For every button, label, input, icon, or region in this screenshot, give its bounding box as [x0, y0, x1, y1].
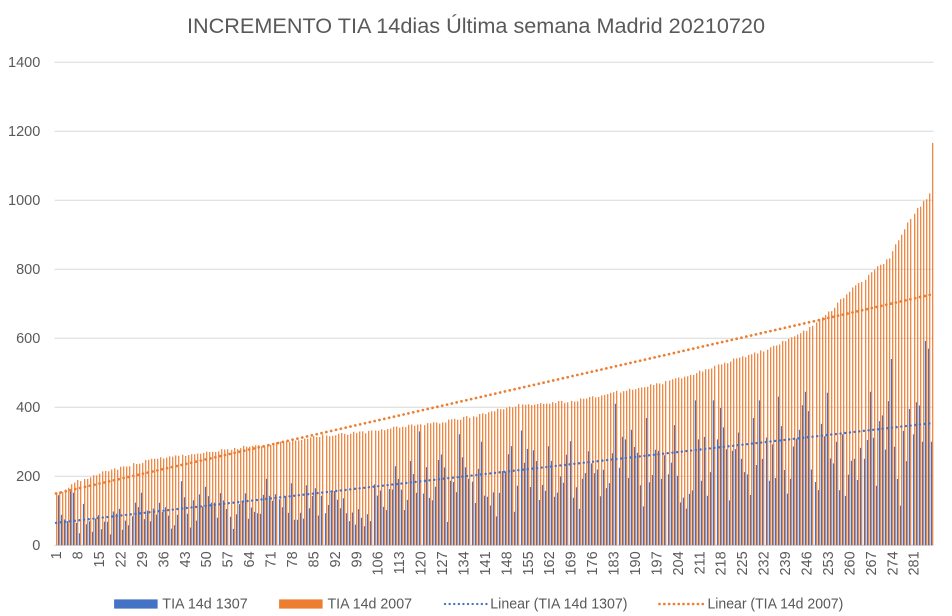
- svg-text:232: 232: [757, 551, 773, 575]
- svg-text:50: 50: [199, 551, 215, 567]
- svg-text:253: 253: [821, 551, 837, 575]
- svg-text:169: 169: [564, 551, 580, 575]
- svg-text:190: 190: [628, 551, 644, 575]
- svg-text:1000: 1000: [8, 193, 40, 209]
- svg-text:Linear (TIA 14d 2007): Linear (TIA 14d 2007): [708, 597, 844, 613]
- svg-text:1400: 1400: [8, 55, 40, 71]
- svg-text:141: 141: [478, 551, 494, 575]
- svg-text:TIA 14d 2007: TIA 14d 2007: [328, 597, 413, 613]
- svg-text:176: 176: [585, 551, 601, 575]
- svg-text:57: 57: [221, 551, 237, 567]
- svg-text:246: 246: [800, 551, 816, 575]
- svg-text:148: 148: [499, 551, 515, 575]
- svg-text:15: 15: [92, 551, 108, 567]
- svg-text:239: 239: [778, 551, 794, 575]
- svg-text:113: 113: [392, 551, 408, 574]
- svg-text:92: 92: [328, 551, 344, 567]
- svg-text:Linear (TIA 14d 1307): Linear (TIA 14d 1307): [490, 597, 627, 613]
- svg-text:200: 200: [16, 469, 40, 485]
- svg-text:218: 218: [714, 551, 730, 575]
- svg-text:64: 64: [242, 551, 258, 567]
- svg-text:85: 85: [306, 551, 322, 567]
- svg-text:400: 400: [16, 400, 40, 416]
- svg-text:197: 197: [649, 551, 665, 575]
- svg-text:29: 29: [135, 551, 151, 567]
- svg-text:274: 274: [885, 551, 901, 575]
- svg-text:127: 127: [435, 551, 451, 575]
- svg-text:120: 120: [414, 551, 430, 575]
- svg-text:1: 1: [49, 551, 65, 559]
- svg-text:183: 183: [607, 551, 623, 575]
- svg-text:225: 225: [735, 551, 751, 575]
- svg-text:162: 162: [542, 551, 558, 575]
- svg-text:106: 106: [371, 551, 387, 575]
- svg-text:211: 211: [692, 551, 708, 574]
- svg-text:267: 267: [864, 551, 880, 575]
- svg-text:1200: 1200: [8, 124, 40, 140]
- svg-text:71: 71: [264, 551, 280, 567]
- svg-text:43: 43: [178, 551, 194, 567]
- svg-text:281: 281: [907, 551, 923, 575]
- svg-text:22: 22: [113, 551, 129, 567]
- svg-text:99: 99: [349, 551, 365, 567]
- svg-text:8: 8: [71, 551, 87, 559]
- svg-text:204: 204: [671, 551, 687, 575]
- svg-text:0: 0: [32, 538, 40, 554]
- svg-text:800: 800: [16, 262, 40, 278]
- svg-text:INCREMENTO TIA 14dias Última s: INCREMENTO TIA 14dias Última semana Madr…: [187, 13, 765, 38]
- svg-text:600: 600: [16, 331, 40, 347]
- svg-text:TIA 14d 1307: TIA 14d 1307: [162, 597, 247, 613]
- svg-text:134: 134: [457, 551, 473, 575]
- svg-text:78: 78: [285, 551, 301, 567]
- svg-text:36: 36: [156, 551, 172, 567]
- svg-text:260: 260: [842, 551, 858, 575]
- svg-text:155: 155: [521, 551, 537, 575]
